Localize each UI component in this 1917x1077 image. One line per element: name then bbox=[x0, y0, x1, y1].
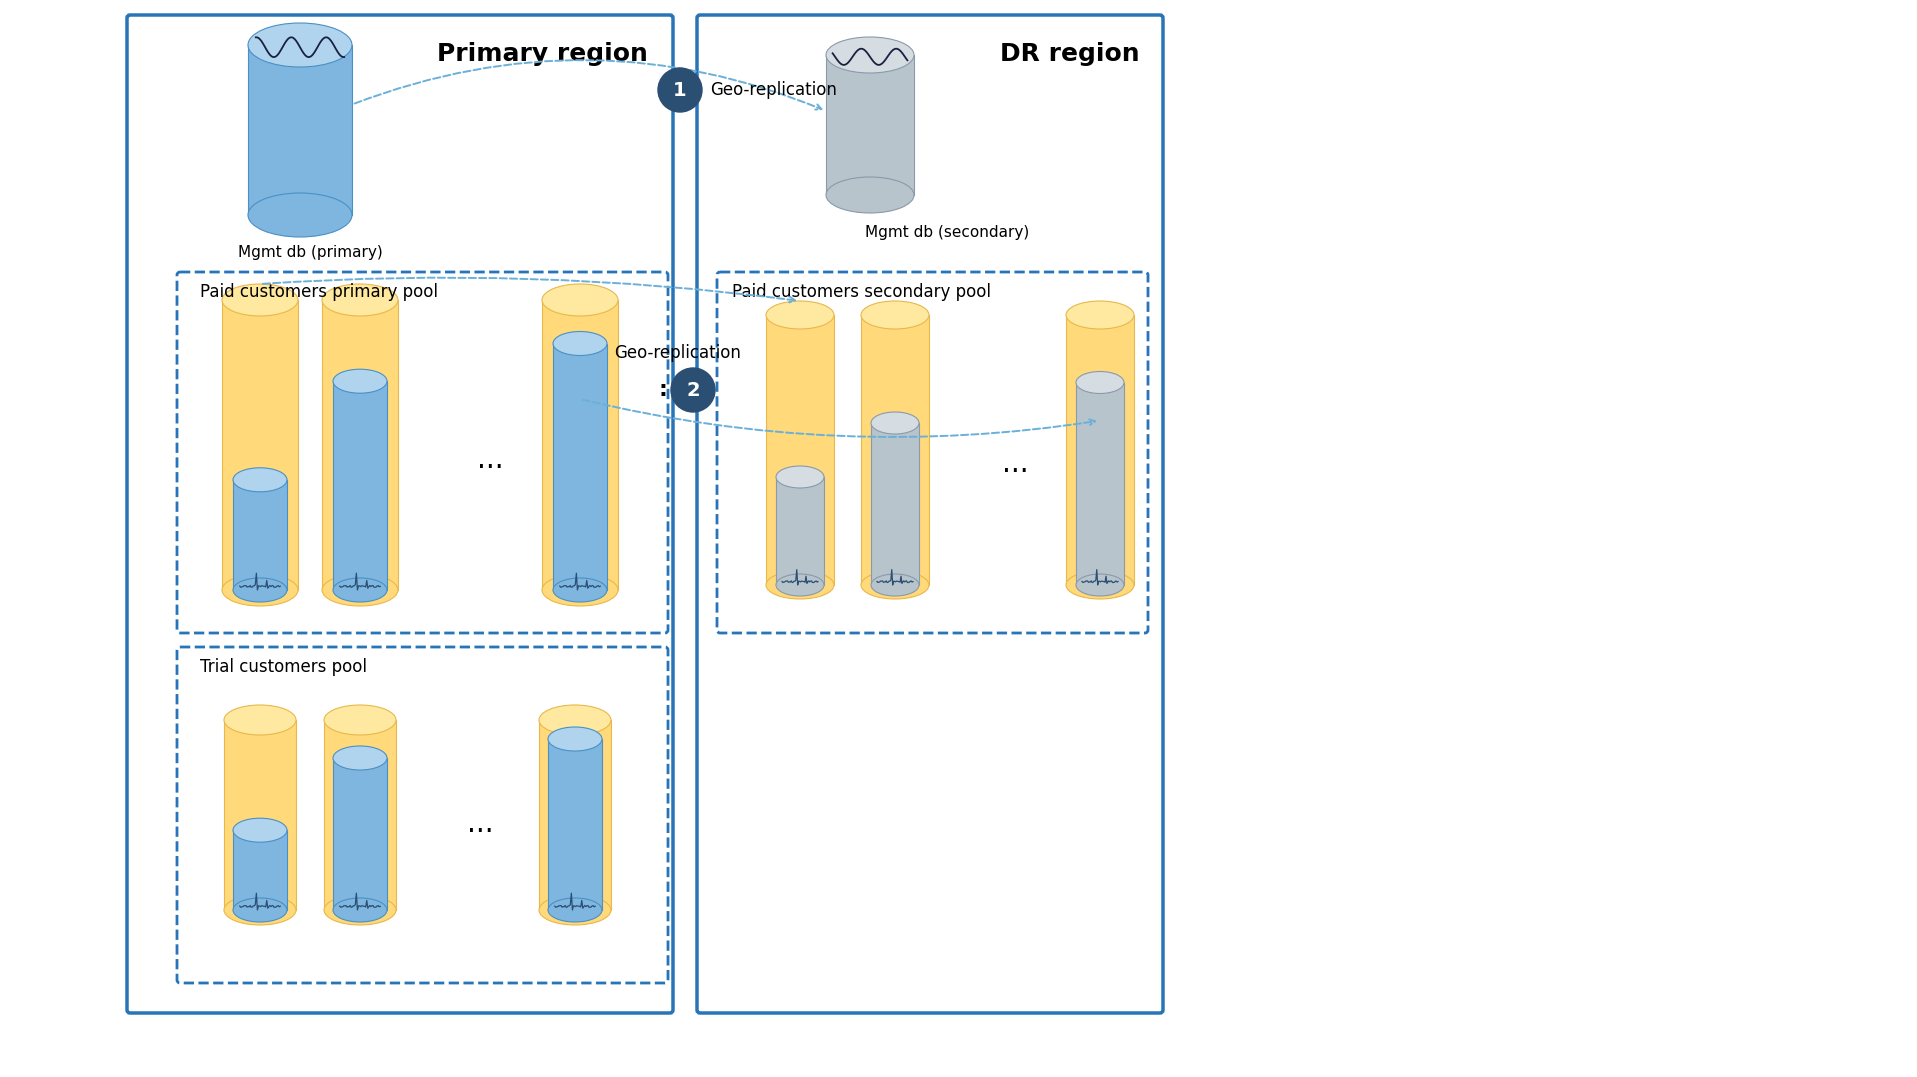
Ellipse shape bbox=[234, 467, 288, 492]
FancyBboxPatch shape bbox=[176, 647, 667, 983]
Ellipse shape bbox=[543, 574, 617, 606]
Polygon shape bbox=[826, 55, 914, 195]
Polygon shape bbox=[552, 344, 608, 590]
Circle shape bbox=[658, 68, 702, 112]
Ellipse shape bbox=[870, 574, 918, 596]
Polygon shape bbox=[222, 300, 297, 590]
Polygon shape bbox=[870, 423, 918, 585]
Polygon shape bbox=[224, 721, 295, 910]
Ellipse shape bbox=[224, 895, 295, 925]
Polygon shape bbox=[324, 721, 397, 910]
Polygon shape bbox=[548, 739, 602, 910]
Polygon shape bbox=[861, 314, 930, 585]
FancyBboxPatch shape bbox=[717, 272, 1148, 633]
Ellipse shape bbox=[247, 23, 353, 67]
Ellipse shape bbox=[234, 578, 288, 602]
Text: ...: ... bbox=[466, 811, 493, 839]
Ellipse shape bbox=[826, 177, 914, 213]
Ellipse shape bbox=[861, 571, 930, 599]
Ellipse shape bbox=[1075, 372, 1123, 393]
Ellipse shape bbox=[1075, 574, 1123, 596]
Ellipse shape bbox=[767, 571, 834, 599]
Text: Primary region: Primary region bbox=[437, 42, 648, 66]
Polygon shape bbox=[234, 479, 288, 590]
Ellipse shape bbox=[870, 412, 918, 434]
Ellipse shape bbox=[548, 727, 602, 751]
Circle shape bbox=[671, 368, 715, 412]
Text: Geo-replication: Geo-replication bbox=[615, 344, 742, 362]
Polygon shape bbox=[767, 314, 834, 585]
Text: ...: ... bbox=[477, 446, 504, 474]
Ellipse shape bbox=[543, 284, 617, 316]
Text: DR region: DR region bbox=[1001, 42, 1141, 66]
Polygon shape bbox=[776, 477, 824, 585]
Ellipse shape bbox=[334, 898, 387, 922]
Text: Geo-replication: Geo-replication bbox=[709, 81, 838, 99]
Ellipse shape bbox=[776, 466, 824, 488]
Ellipse shape bbox=[247, 193, 353, 237]
Polygon shape bbox=[334, 381, 387, 590]
Text: 2: 2 bbox=[686, 380, 700, 400]
Ellipse shape bbox=[324, 705, 397, 735]
FancyBboxPatch shape bbox=[127, 15, 673, 1013]
Text: ...: ... bbox=[1003, 449, 1028, 477]
Ellipse shape bbox=[324, 895, 397, 925]
Text: Mgmt db (secondary): Mgmt db (secondary) bbox=[865, 225, 1029, 240]
Ellipse shape bbox=[334, 746, 387, 770]
Ellipse shape bbox=[1066, 571, 1135, 599]
Ellipse shape bbox=[826, 37, 914, 73]
Ellipse shape bbox=[776, 574, 824, 596]
Ellipse shape bbox=[334, 369, 387, 393]
FancyBboxPatch shape bbox=[698, 15, 1164, 1013]
Polygon shape bbox=[322, 300, 399, 590]
Ellipse shape bbox=[539, 895, 612, 925]
Polygon shape bbox=[234, 830, 288, 910]
Ellipse shape bbox=[224, 705, 295, 735]
Ellipse shape bbox=[1066, 300, 1135, 328]
Text: Paid customers secondary pool: Paid customers secondary pool bbox=[732, 283, 991, 300]
Ellipse shape bbox=[861, 300, 930, 328]
Ellipse shape bbox=[234, 819, 288, 842]
Ellipse shape bbox=[334, 578, 387, 602]
Ellipse shape bbox=[548, 898, 602, 922]
Text: :: : bbox=[659, 380, 667, 400]
Text: Mgmt db (primary): Mgmt db (primary) bbox=[238, 244, 383, 260]
Ellipse shape bbox=[767, 300, 834, 328]
Ellipse shape bbox=[222, 574, 297, 606]
Ellipse shape bbox=[322, 574, 399, 606]
Polygon shape bbox=[334, 758, 387, 910]
Text: Trial customers pool: Trial customers pool bbox=[199, 658, 366, 676]
Polygon shape bbox=[1075, 382, 1123, 585]
Ellipse shape bbox=[234, 898, 288, 922]
Text: 1: 1 bbox=[673, 81, 686, 99]
Polygon shape bbox=[247, 45, 353, 215]
Ellipse shape bbox=[322, 284, 399, 316]
Polygon shape bbox=[1066, 314, 1135, 585]
Ellipse shape bbox=[539, 705, 612, 735]
Polygon shape bbox=[539, 721, 612, 910]
FancyBboxPatch shape bbox=[176, 272, 667, 633]
Text: Paid customers primary pool: Paid customers primary pool bbox=[199, 283, 437, 300]
Ellipse shape bbox=[552, 332, 608, 355]
Ellipse shape bbox=[552, 578, 608, 602]
Ellipse shape bbox=[222, 284, 297, 316]
Polygon shape bbox=[543, 300, 617, 590]
